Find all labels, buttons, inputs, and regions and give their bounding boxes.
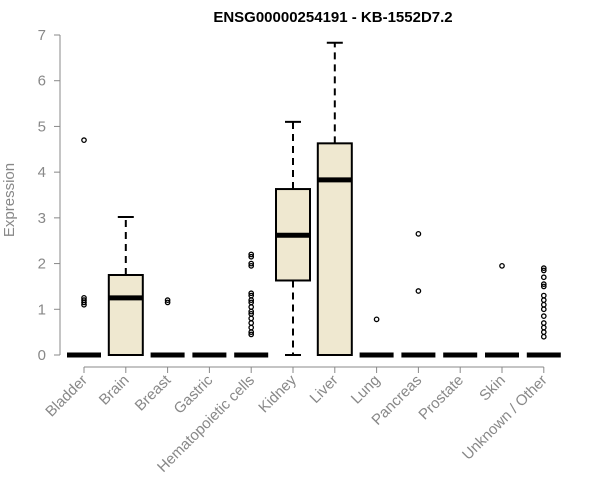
y-tick-label: 0 <box>38 347 46 364</box>
y-tick-label: 3 <box>38 210 46 227</box>
outlier-point <box>540 283 547 290</box>
outlier-point <box>499 263 505 269</box>
box-body <box>107 274 144 356</box>
outlier-point <box>248 290 255 297</box>
y-tick-label: 1 <box>38 301 46 318</box>
outlier-point <box>248 297 255 303</box>
outlier-point <box>248 304 255 310</box>
outlier-point <box>164 297 171 303</box>
outlier-point <box>373 316 380 323</box>
outlier-point <box>81 301 87 308</box>
outlier-point <box>540 274 547 281</box>
y-tick-label: 6 <box>38 73 46 90</box>
box-unknown-other <box>526 265 561 373</box>
box-bladder <box>67 137 101 373</box>
chart-title: ENSG00000254191 - KB-1552D7.2 <box>213 9 452 26</box>
outlier-point <box>248 263 255 269</box>
boxes <box>67 41 561 373</box>
box-skin <box>485 263 519 373</box>
outlier-point <box>540 281 547 287</box>
box-pancreas <box>401 231 436 373</box>
y-tick-label: 5 <box>38 118 46 135</box>
y-tick-label: 4 <box>38 164 46 181</box>
box-liver <box>316 41 353 373</box>
outlier-point <box>415 231 422 237</box>
outlier-point <box>248 331 255 338</box>
outlier-point <box>248 329 255 335</box>
outlier-point <box>540 301 547 308</box>
box-body <box>316 142 353 356</box>
x-tick-label: Lung <box>348 372 384 408</box>
outlier-point <box>248 315 255 322</box>
outlier-point <box>164 299 171 306</box>
x-tick-label: Brain <box>96 372 133 409</box>
box-kidney <box>275 120 311 373</box>
outlier-point <box>540 333 547 340</box>
x-tick-label: Prostate <box>415 372 467 424</box>
x-tick-label: Skin <box>476 372 509 405</box>
box-brain <box>107 215 144 373</box>
x-tick-label: Kidney <box>255 371 300 416</box>
outlier-point <box>81 299 87 306</box>
outlier-point <box>248 251 255 258</box>
outlier-point <box>248 308 255 315</box>
y-axis-title: Expression <box>1 163 18 237</box>
outlier-point <box>248 324 255 331</box>
box-hematopoietic-cells <box>234 251 269 373</box>
x-tick-label: Liver <box>307 372 342 407</box>
outlier-point <box>540 329 547 335</box>
y-tick-label: 2 <box>38 256 46 273</box>
outlier-point <box>248 253 255 260</box>
outlier-point <box>248 320 255 326</box>
outlier-point <box>540 324 547 331</box>
outlier-point <box>540 265 547 271</box>
outlier-point <box>415 288 422 294</box>
box-prostate <box>443 352 478 373</box>
outlier-point <box>248 260 255 267</box>
y-axis: 0 1 2 3 4 5 6 7 <box>38 27 544 368</box>
outlier-point <box>540 297 547 303</box>
box-breast <box>150 297 185 373</box>
outlier-point <box>81 137 87 143</box>
outlier-point <box>540 292 547 299</box>
box-gastric <box>192 352 227 373</box>
x-tick-label: Breast <box>132 371 175 414</box>
x-tick-label: Bladder <box>42 372 91 421</box>
outlier-point <box>540 267 547 274</box>
y-tick-label: 7 <box>38 27 46 44</box>
outlier-point <box>540 320 547 326</box>
box-lung <box>359 316 394 373</box>
outlier-point <box>540 306 547 313</box>
outlier-point <box>540 313 547 319</box>
